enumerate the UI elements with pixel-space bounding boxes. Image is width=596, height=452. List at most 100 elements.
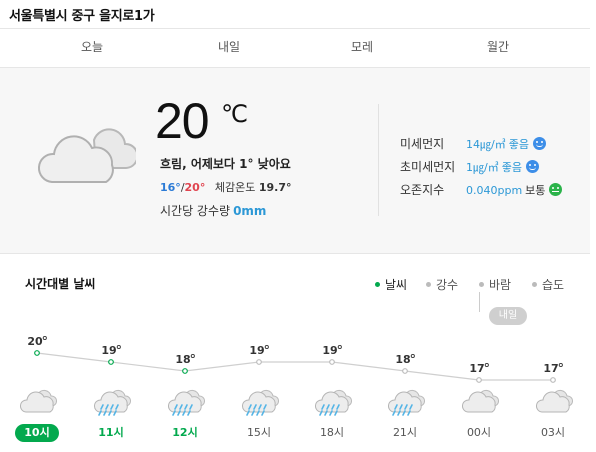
- legend-label: 강수: [436, 278, 459, 292]
- degree-mark: [190, 353, 195, 359]
- raindrop: [319, 410, 323, 416]
- temperature-point: [550, 377, 556, 383]
- raindrop: [105, 404, 109, 410]
- hour-label[interactable]: 12시: [172, 426, 198, 439]
- rain-cloud-icon: [388, 389, 426, 416]
- day-tabs: 오늘 내일 모레 월간: [0, 28, 590, 68]
- temperature-point: [476, 377, 482, 383]
- temperature-point: [182, 368, 188, 374]
- hour-label[interactable]: 15시: [246, 426, 272, 439]
- current-weather-panel: 20 ℃ 흐림, 어제보다 1° 낮아요 16°/20° 체감온도 19.7° …: [0, 68, 590, 254]
- tab-monthly[interactable]: 월간: [486, 40, 510, 54]
- divider: [378, 104, 379, 216]
- degree-mark: [337, 344, 342, 350]
- max-temperature: 20°: [184, 181, 206, 194]
- temperature-point: [402, 368, 408, 374]
- temperature-label: 18: [395, 353, 410, 366]
- tomorrow-badge: 내일: [489, 307, 527, 325]
- temperature-label: 19: [249, 344, 264, 357]
- raindrop: [115, 404, 119, 410]
- temperature-point: [256, 359, 262, 365]
- hour-label[interactable]: 03시: [540, 426, 566, 439]
- raindrop: [392, 410, 396, 416]
- hour-label[interactable]: 11시: [98, 426, 124, 439]
- weather-description: 흐림, 어제보다 1° 낮아요: [160, 157, 291, 171]
- raindrop: [321, 404, 325, 410]
- rainfall-label: 시간당 강수량: [160, 204, 231, 218]
- air-quality-ultrafine-dust[interactable]: 초미세먼지 1㎍/㎥ 좋음: [400, 158, 539, 175]
- feels-like-value: 19.7°: [258, 181, 292, 194]
- temperature-unit: ℃: [221, 100, 248, 128]
- smile-face-icon: [525, 160, 539, 173]
- raindrop: [261, 410, 265, 416]
- raindrop: [108, 410, 112, 416]
- temperature-label: 20: [27, 335, 43, 348]
- raindrop: [329, 410, 333, 416]
- tomorrow-marker: [479, 292, 480, 312]
- air-label: 미세먼지: [400, 137, 445, 151]
- min-max-temperature: 16°/20° 체감온도 19.7°: [160, 179, 291, 195]
- raindrop: [326, 404, 330, 410]
- air-quality-fine-dust[interactable]: 미세먼지 14㎍/㎥ 좋음: [400, 135, 546, 152]
- raindrop: [397, 410, 401, 416]
- tab-today[interactable]: 오늘: [80, 40, 104, 54]
- tab-day-after[interactable]: 모레: [350, 40, 374, 54]
- hour-label[interactable]: 10시: [15, 424, 59, 442]
- legend-humidity[interactable]: 습도: [532, 276, 564, 293]
- temperature-point: [329, 359, 335, 365]
- temperature-label: 18: [175, 353, 190, 366]
- tab-tomorrow[interactable]: 내일: [217, 40, 241, 54]
- temperature-point: [34, 350, 40, 356]
- smile-face-icon: [532, 137, 546, 150]
- raindrop: [189, 404, 193, 410]
- raindrop: [103, 410, 107, 416]
- legend-label: 날씨: [385, 278, 408, 292]
- raindrop: [248, 404, 252, 410]
- legend-precipitation[interactable]: 강수: [426, 276, 458, 293]
- rain-cloud-icon: [168, 389, 206, 416]
- air-label: 오존지수: [400, 183, 445, 197]
- rainfall-value: 0mm: [233, 204, 267, 218]
- raindrop: [251, 410, 255, 416]
- raindrop: [100, 404, 104, 410]
- temperature-point: [108, 359, 114, 365]
- min-max-separator: /: [180, 181, 185, 194]
- air-status: 좋음: [501, 161, 522, 174]
- raindrop: [324, 410, 328, 416]
- raindrop: [253, 404, 257, 410]
- legend-wind[interactable]: 바람: [479, 276, 511, 293]
- air-value: 14㎍/㎥: [466, 138, 506, 151]
- location-name: 서울특별시 중구 을지로1가: [9, 9, 155, 24]
- rain-cloud-icon: [94, 389, 132, 416]
- degree-mark: [42, 335, 47, 341]
- raindrop: [113, 410, 117, 416]
- raindrop: [258, 404, 262, 410]
- legend-label: 바람: [489, 278, 512, 292]
- hour-label[interactable]: 18시: [319, 426, 345, 439]
- air-quality-ozone[interactable]: 오존지수 0.040ppm 보통: [400, 181, 563, 198]
- raindrop: [246, 410, 250, 416]
- cloud-icon: [536, 389, 574, 413]
- current-temperature: 20: [155, 93, 210, 149]
- hour-label[interactable]: 00시: [466, 426, 492, 439]
- raindrop: [331, 404, 335, 410]
- raindrop: [187, 410, 191, 416]
- legend-dot: [426, 282, 431, 287]
- legend-weather[interactable]: 날씨: [375, 276, 407, 293]
- temperature-label: 19: [322, 344, 337, 357]
- legend-dot: [532, 282, 537, 287]
- legend-dot: [479, 282, 484, 287]
- raindrop: [184, 404, 188, 410]
- air-value: 1㎍/㎥: [466, 161, 499, 174]
- rainfall: 시간당 강수량 0mm: [160, 202, 266, 219]
- cloud-icon: [20, 389, 58, 413]
- raindrop: [110, 404, 114, 410]
- hour-label[interactable]: 21시: [392, 426, 418, 439]
- feels-like-label: 체감온도: [214, 181, 256, 194]
- temperature-label: 19: [101, 344, 116, 357]
- raindrop: [399, 404, 403, 410]
- degree-mark: [484, 362, 489, 368]
- air-label: 초미세먼지: [400, 160, 456, 174]
- legend-dot: [375, 282, 380, 287]
- cloud-icon: [462, 389, 500, 413]
